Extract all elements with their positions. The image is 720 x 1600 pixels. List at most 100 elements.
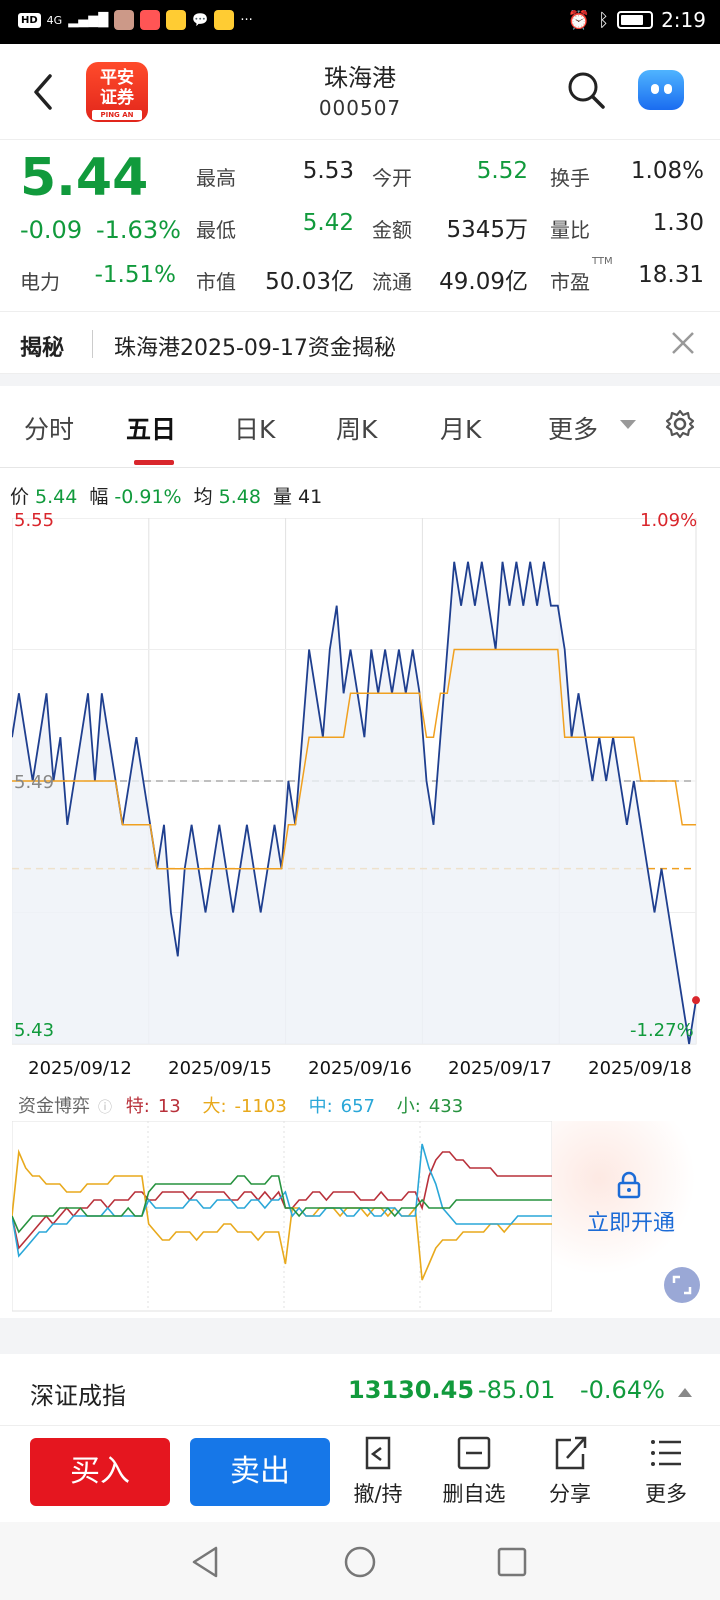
special-flow: 特: 13 [125, 1096, 181, 1117]
reveal-text[interactable]: 珠海港2025-09-17资金揭秘 [114, 336, 396, 361]
hd-icon: HD [18, 12, 41, 28]
tab-more[interactable]: 更多 [548, 415, 599, 444]
amount-value: 5345万 [446, 217, 528, 243]
tab-five-day[interactable]: 五日 [126, 415, 177, 444]
trade-action-bar: 买入 卖出 撤/持 删自选 分享 更多 [0, 1426, 720, 1522]
active-tab-indicator [134, 460, 174, 465]
reveal-tag: 揭秘 [20, 336, 65, 361]
chat-icon: 💬 [192, 12, 209, 28]
section-gap [0, 374, 720, 386]
capital-flow-chart [12, 1121, 552, 1312]
alarm-icon: ⏰ [567, 9, 591, 31]
amount-label: 金额 [372, 218, 412, 242]
chart-period-tabs: 分时 五日 日K 周K 月K 更多 [0, 386, 720, 468]
remove-icon [457, 1436, 491, 1470]
assistant-robot-icon[interactable] [638, 70, 684, 110]
index-name: 深证成指 [30, 1382, 126, 1410]
index-ticker[interactable]: 深证成指 13130.45 -85.01 -0.64% [0, 1354, 720, 1426]
tab-monthly-k[interactable]: 月K [440, 415, 482, 444]
turnover-label: 换手 [550, 166, 590, 190]
info-price: 5.44 [35, 486, 78, 508]
pct-max-label: 1.09% [640, 510, 698, 531]
crosshair-info: 价 5.44 幅 -0.91% 均 5.48 量 41 [10, 482, 328, 509]
expand-icon[interactable] [664, 1267, 700, 1303]
capital-game-header: 资金博弈 ⓘ 特: 13 大: -1103 中: 657 小: 433 [18, 1092, 479, 1118]
index-change: -85.01 [478, 1376, 556, 1404]
cancel-order-icon [365, 1436, 391, 1470]
y-max-label: 5.55 [14, 510, 55, 531]
app-notification-icon [214, 10, 235, 30]
open-value: 5.52 [476, 158, 528, 184]
price-change: -0.09 [20, 216, 83, 244]
app-header: 平安 证券 PING AN 珠海港 000507 [0, 44, 720, 140]
system-nav-bar [0, 1522, 720, 1600]
info-icon[interactable]: ⓘ [98, 1100, 112, 1116]
five-day-price-chart[interactable] [12, 518, 708, 1055]
index-change-pct: -0.64% [580, 1376, 665, 1404]
bluetooth-icon: ᛒ [598, 9, 610, 31]
search-icon[interactable] [566, 70, 606, 110]
pct-min-label: -1.27% [630, 1020, 694, 1041]
nav-back-icon[interactable] [186, 1542, 226, 1582]
nav-home-icon[interactable] [340, 1542, 380, 1582]
special-flow-line [12, 1151, 552, 1250]
gear-icon[interactable] [664, 408, 696, 440]
info-price-label: 价 [10, 486, 30, 508]
price-change-pct: -1.63% [96, 216, 181, 244]
index-value: 13130.45 [348, 1376, 475, 1404]
buy-button[interactable]: 买入 [30, 1438, 170, 1506]
more-button[interactable]: 更多 [618, 1434, 714, 1508]
high-value: 5.53 [302, 158, 354, 184]
capital-title: 资金博弈 [18, 1096, 90, 1117]
status-bar: HD 4G ▂▄▆█ 💬 ··· ⏰ ᛒ 2:19 [0, 0, 720, 44]
info-avg: 5.48 [218, 486, 261, 508]
average-price-line [12, 648, 696, 870]
nav-recents-icon[interactable] [492, 1542, 532, 1582]
unlock-panel[interactable]: 立即开通 [552, 1121, 710, 1313]
capital-reveal-bar[interactable]: 揭秘 珠海港2025-09-17资金揭秘 [0, 312, 720, 374]
mid-flow: 中: 657 [308, 1096, 376, 1117]
app-notification-icon [140, 10, 161, 30]
signal-icon: 4G [46, 13, 63, 27]
pe-ttm-tag: TTM [592, 256, 613, 267]
chevron-up-icon[interactable] [678, 1388, 692, 1397]
y-min-label: 5.43 [14, 1020, 55, 1041]
mid-flow-line [12, 1143, 552, 1258]
close-icon[interactable] [670, 330, 696, 356]
small-flow: 小: 433 [396, 1096, 464, 1117]
stock-code: 000507 [318, 96, 402, 120]
sector-label: 电力 [20, 270, 60, 294]
low-value: 5.42 [302, 210, 354, 236]
tab-weekly-k[interactable]: 周K [336, 415, 378, 444]
back-icon[interactable] [28, 72, 60, 112]
large-flow: 大: -1103 [202, 1096, 287, 1117]
high-label: 最高 [196, 166, 236, 190]
cancel-hold-button[interactable]: 撤/持 [330, 1434, 426, 1508]
app-notification-icon [114, 10, 135, 30]
sector-change[interactable]: -1.51% [94, 262, 176, 288]
signal-bars-icon: ▂▄▆█ [68, 12, 109, 28]
x-label: 2025/09/16 [308, 1058, 412, 1079]
tab-daily-k[interactable]: 日K [234, 415, 276, 444]
menu-icon [651, 1440, 681, 1466]
info-vol-label: 量 [273, 486, 293, 508]
x-label: 2025/09/12 [28, 1058, 132, 1079]
share-button[interactable]: 分享 [522, 1434, 618, 1508]
unlock-button[interactable]: 立即开通 [586, 1211, 675, 1236]
battery-icon [617, 11, 654, 29]
sell-button[interactable]: 卖出 [190, 1438, 330, 1506]
info-amp-label: 幅 [89, 486, 109, 508]
float-label: 流通 [372, 270, 412, 294]
x-label: 2025/09/15 [168, 1058, 272, 1079]
info-vol: 41 [298, 486, 323, 508]
x-label: 2025/09/17 [448, 1058, 552, 1079]
price-area [12, 561, 696, 1044]
x-label: 2025/09/18 [588, 1058, 692, 1079]
app-notification-icon [166, 10, 187, 30]
tab-intraday[interactable]: 分时 [24, 415, 75, 444]
share-icon [555, 1436, 587, 1470]
chevron-down-icon[interactable] [620, 420, 636, 429]
remove-watchlist-button[interactable]: 删自选 [426, 1434, 522, 1508]
volratio-value: 1.30 [652, 210, 704, 236]
quote-panel: 5.44 -0.09 -1.63% 电力 -1.51% 最高 5.53 最低 5… [0, 140, 720, 312]
